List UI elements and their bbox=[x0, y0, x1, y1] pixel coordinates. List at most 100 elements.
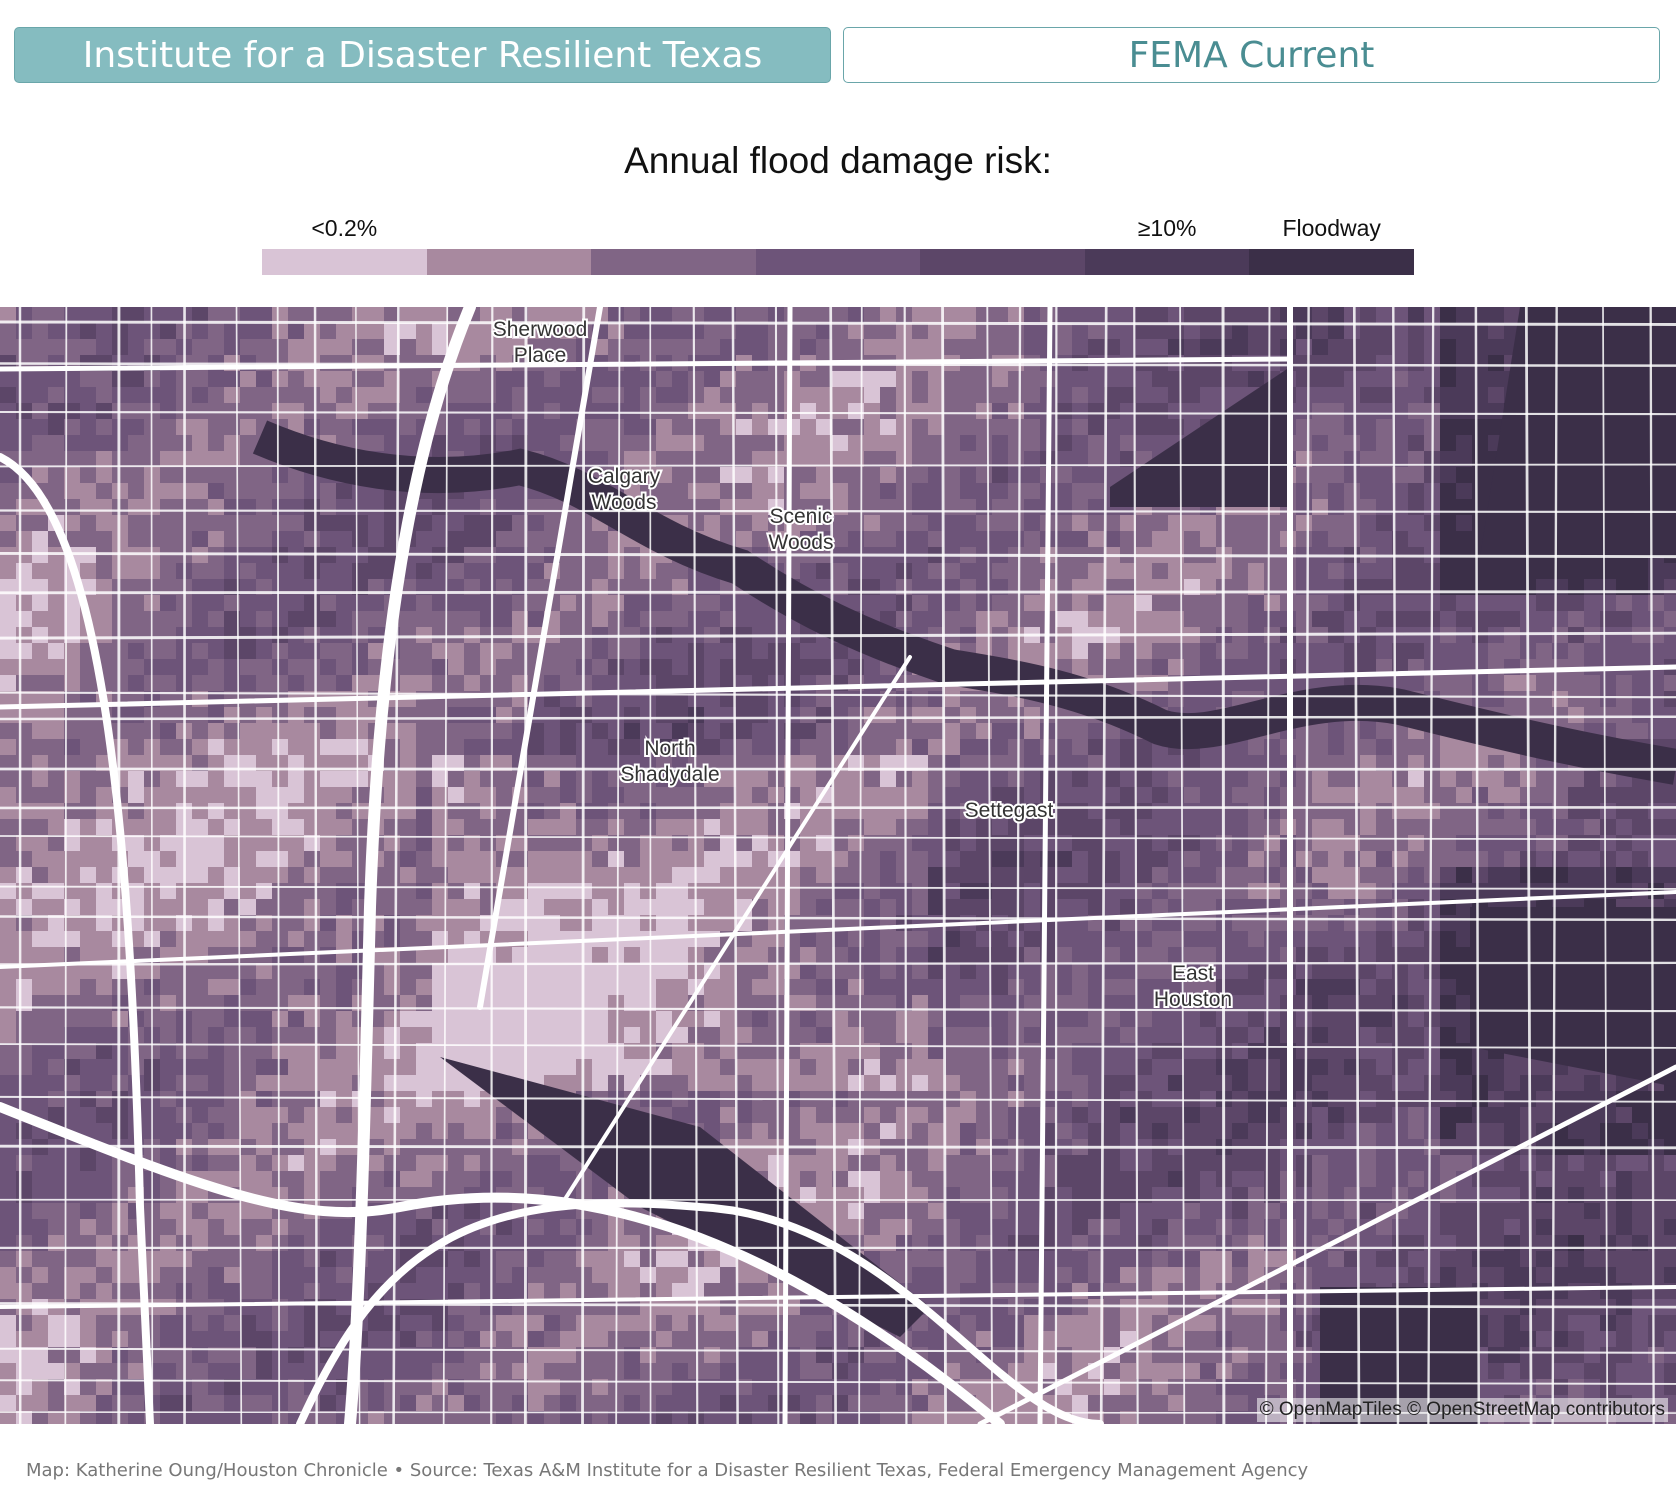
tab[interactable]: FEMA Current bbox=[843, 27, 1660, 83]
risk-cell bbox=[1168, 995, 1185, 1012]
risk-cell bbox=[304, 419, 321, 436]
risk-cell bbox=[688, 467, 705, 484]
risk-cell bbox=[1136, 835, 1153, 852]
risk-cell bbox=[1328, 323, 1345, 340]
risk-cell bbox=[1264, 803, 1281, 820]
risk-cell bbox=[944, 435, 961, 452]
legend: <0.2% ≥10% Floodway bbox=[262, 210, 1415, 276]
risk-cell bbox=[880, 899, 897, 916]
risk-cell bbox=[784, 387, 801, 404]
risk-cell bbox=[208, 963, 225, 980]
risk-cell bbox=[0, 611, 17, 628]
risk-cell bbox=[256, 531, 273, 548]
risk-cell bbox=[912, 995, 929, 1012]
risk-cell bbox=[544, 1027, 561, 1044]
risk-cell bbox=[1328, 499, 1345, 516]
risk-cell bbox=[208, 659, 225, 676]
risk-cell bbox=[1056, 1043, 1073, 1060]
map[interactable]: SherwoodPlaceCalgaryWoodsScenicWoodsNort… bbox=[0, 307, 1676, 1424]
risk-cell bbox=[752, 787, 769, 804]
risk-cell bbox=[0, 691, 17, 708]
tab[interactable]: Institute for a Disaster Resilient Texas bbox=[14, 27, 831, 83]
risk-cell bbox=[960, 947, 977, 964]
risk-cell bbox=[1392, 467, 1409, 484]
risk-cell bbox=[80, 1059, 97, 1076]
risk-cell bbox=[496, 707, 513, 724]
risk-cell bbox=[672, 643, 689, 660]
risk-cell bbox=[704, 419, 721, 436]
risk-cell bbox=[1296, 531, 1313, 548]
risk-cell bbox=[640, 755, 657, 772]
risk-cell bbox=[1120, 899, 1137, 916]
risk-cell bbox=[928, 851, 945, 868]
risk-cell bbox=[1296, 1043, 1313, 1060]
risk-cell bbox=[1488, 835, 1505, 852]
risk-cell bbox=[32, 643, 49, 660]
risk-cell bbox=[240, 803, 257, 820]
risk-cell bbox=[704, 867, 721, 884]
risk-cell bbox=[64, 739, 81, 756]
risk-cell bbox=[16, 723, 33, 740]
risk-cell bbox=[1296, 787, 1313, 804]
risk-cell bbox=[1152, 803, 1169, 820]
risk-cell bbox=[400, 419, 417, 436]
risk-cell bbox=[976, 435, 993, 452]
risk-cell bbox=[1200, 531, 1217, 548]
risk-cell bbox=[1536, 563, 1553, 580]
risk-cell bbox=[1200, 323, 1217, 340]
risk-cell bbox=[320, 1043, 337, 1060]
risk-cell bbox=[864, 659, 881, 676]
risk-cell bbox=[192, 1059, 209, 1076]
risk-cell bbox=[496, 739, 513, 756]
risk-cell bbox=[368, 499, 385, 516]
risk-cell bbox=[1072, 883, 1089, 900]
risk-cell bbox=[80, 723, 97, 740]
risk-cell bbox=[288, 835, 305, 852]
risk-cell bbox=[1056, 515, 1073, 532]
risk-cell bbox=[80, 739, 97, 756]
risk-cell bbox=[800, 1043, 817, 1060]
risk-cell bbox=[1040, 851, 1057, 868]
risk-cell bbox=[432, 915, 449, 932]
risk-cell bbox=[320, 835, 337, 852]
risk-cell bbox=[704, 979, 721, 996]
risk-cell bbox=[720, 739, 737, 756]
risk-cell bbox=[432, 563, 449, 580]
risk-cell bbox=[240, 931, 257, 948]
risk-cell bbox=[544, 403, 561, 420]
risk-cell bbox=[1568, 627, 1585, 644]
risk-cell bbox=[224, 627, 241, 644]
risk-cell bbox=[832, 835, 849, 852]
risk-cell bbox=[256, 915, 273, 932]
risk-cell bbox=[1648, 835, 1665, 852]
risk-cell bbox=[1264, 531, 1281, 548]
risk-cell bbox=[848, 979, 865, 996]
risk-cell bbox=[944, 1011, 961, 1028]
risk-cell bbox=[528, 963, 545, 980]
risk-cell bbox=[864, 595, 881, 612]
risk-cell bbox=[1392, 675, 1409, 692]
risk-cell bbox=[1072, 387, 1089, 404]
risk-cell bbox=[1056, 595, 1073, 612]
risk-cell bbox=[448, 963, 465, 980]
risk-cell bbox=[64, 307, 81, 324]
risk-cell bbox=[1328, 1011, 1345, 1028]
risk-cell bbox=[1264, 931, 1281, 948]
risk-cell bbox=[208, 339, 225, 356]
risk-cell bbox=[912, 867, 929, 884]
risk-cell bbox=[480, 419, 497, 436]
risk-cell bbox=[512, 403, 529, 420]
risk-cell bbox=[1024, 1043, 1041, 1060]
risk-cell bbox=[608, 1027, 625, 1044]
risk-cell bbox=[320, 659, 337, 676]
risk-cell bbox=[48, 803, 65, 820]
risk-cell bbox=[1440, 467, 1457, 484]
risk-cell bbox=[1248, 339, 1265, 356]
risk-cell bbox=[816, 403, 833, 420]
risk-cell bbox=[896, 723, 913, 740]
risk-cell bbox=[592, 995, 609, 1012]
risk-cell bbox=[32, 339, 49, 356]
risk-cell bbox=[560, 835, 577, 852]
risk-cell bbox=[16, 707, 33, 724]
risk-cell bbox=[560, 947, 577, 964]
